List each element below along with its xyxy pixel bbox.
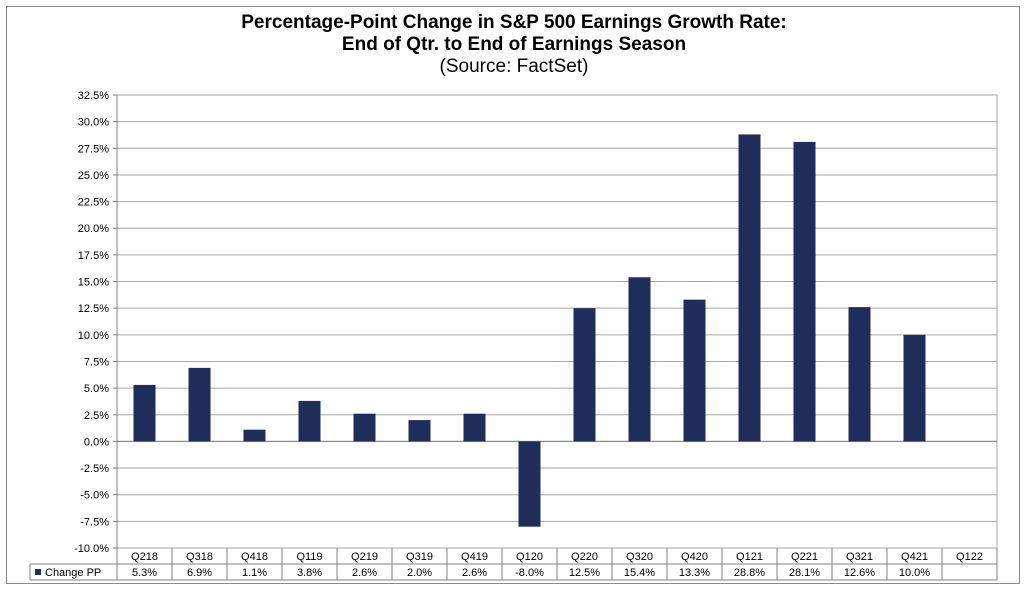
x-tick-label: Q321 — [846, 551, 873, 563]
bar-q119 — [298, 400, 321, 442]
data-label: 28.8% — [734, 567, 765, 579]
legend-swatch — [35, 569, 41, 575]
y-tick-label: 0.0% — [84, 436, 109, 448]
data-label: 12.6% — [844, 567, 875, 579]
data-label: 13.3% — [679, 567, 710, 579]
chart-title-line2: End of Qtr. to End of Earnings Season — [341, 34, 687, 55]
y-tick-label: 10.0% — [78, 330, 109, 342]
chart-subtitle: (Source: FactSet) — [439, 56, 589, 77]
bar-q418 — [243, 429, 266, 442]
x-tick-label: Q121 — [736, 551, 763, 563]
data-label: 28.1% — [789, 567, 820, 579]
data-table: Q218 5.3% Q318 6.9% Q418 1.1% Q119 3.8% Q219 2.6%… — [29, 548, 998, 581]
data-label: 10.0% — [899, 567, 930, 579]
y-tick-label: 27.5% — [78, 143, 109, 155]
x-tick-label: Q122 — [956, 551, 983, 563]
x-tick-label: Q421 — [901, 551, 928, 563]
x-tick-label: Q420 — [681, 551, 708, 563]
bar-q321 — [848, 307, 871, 442]
x-tick-label: Q218 — [131, 551, 158, 563]
chart-frame — [6, 6, 1020, 584]
y-tick-label: 7.5% — [84, 356, 109, 368]
bar-q419 — [463, 413, 486, 442]
data-label: 2.6% — [462, 567, 487, 579]
y-tick-label: 2.5% — [84, 410, 109, 422]
bar-q320 — [628, 277, 651, 442]
bar-q120 — [518, 441, 541, 527]
chart-title-block: Percentage-Point Change in S&P 500 Earni… — [0, 12, 1028, 78]
legend-series-name: Change PP — [45, 567, 101, 579]
y-tick-label: -5.0% — [80, 490, 109, 502]
data-label: 5.3% — [132, 567, 157, 579]
data-label: 3.8% — [297, 567, 322, 579]
bar-q219 — [353, 413, 376, 442]
bar-q218 — [133, 384, 156, 442]
bar-q220 — [573, 308, 596, 442]
bars — [133, 134, 926, 527]
x-tick-label: Q320 — [626, 551, 653, 563]
data-label: 2.0% — [407, 567, 432, 579]
bar-q318 — [188, 367, 211, 442]
bar-q121 — [738, 134, 761, 442]
y-tick-label: 12.5% — [78, 303, 109, 315]
x-tick-label: Q120 — [516, 551, 543, 563]
bar-q420 — [683, 299, 706, 442]
y-tick-label: 20.0% — [78, 223, 109, 235]
bar-q221 — [793, 141, 816, 442]
y-tick-label: 15.0% — [78, 277, 109, 289]
data-label: 12.5% — [569, 567, 600, 579]
y-tick-label: 5.0% — [84, 383, 109, 395]
x-tick-label: Q419 — [461, 551, 488, 563]
y-axis-ticks: 32.5% 30.0% 27.5% 25.0% 22.5% 20.0% 17.5% 15.0%… — [74, 90, 109, 555]
x-tick-label: Q221 — [791, 551, 818, 563]
bar-q421 — [903, 334, 926, 442]
data-label: 15.4% — [624, 567, 655, 579]
y-tick-label: 32.5% — [78, 90, 109, 102]
data-label: 2.6% — [352, 567, 377, 579]
y-tick-label: 30.0% — [78, 117, 109, 129]
data-label: 1.1% — [242, 567, 267, 579]
y-tick-label: 22.5% — [78, 197, 109, 209]
y-tick-label: 25.0% — [78, 170, 109, 182]
x-tick-label: Q219 — [351, 551, 378, 563]
x-tick-label: Q119 — [296, 551, 322, 563]
y-tick-label: -7.5% — [80, 516, 109, 528]
bar-q319 — [408, 420, 431, 442]
data-label: -8.0% — [515, 567, 544, 579]
x-tick-label: Q318 — [186, 551, 213, 563]
y-tick-label: -10.0% — [74, 543, 109, 555]
x-tick-label: Q319 — [406, 551, 433, 563]
data-label: 6.9% — [187, 567, 212, 579]
x-tick-label: Q418 — [241, 551, 268, 563]
y-tick-label: 17.5% — [78, 250, 109, 262]
y-tick-label: -2.5% — [80, 463, 109, 475]
x-tick-label: Q220 — [571, 551, 598, 563]
chart-title-line1: Percentage-Point Change in S&P 500 Earni… — [241, 12, 787, 33]
